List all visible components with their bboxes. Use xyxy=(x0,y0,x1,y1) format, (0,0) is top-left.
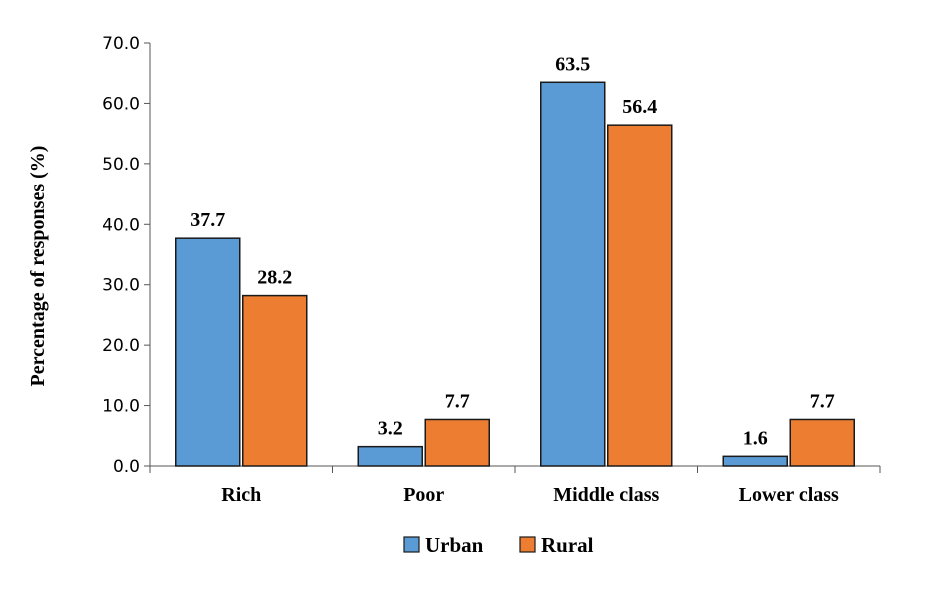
category-label: Rich xyxy=(221,484,261,506)
data-label: 28.2 xyxy=(257,267,292,289)
data-label: 63.5 xyxy=(555,53,590,75)
bar-urban xyxy=(175,237,241,467)
data-label: 7.7 xyxy=(810,390,835,412)
bar-urban xyxy=(540,81,606,467)
bar-rural xyxy=(424,418,490,467)
y-tick-label: 10.0 xyxy=(102,397,140,417)
y-tick-label: 30.0 xyxy=(102,276,140,296)
bar-rural xyxy=(789,418,855,467)
category-label: Middle class xyxy=(553,484,659,506)
y-tick-label: 50.0 xyxy=(102,155,140,175)
data-label: 56.4 xyxy=(622,96,657,118)
bar-rural xyxy=(242,294,308,467)
y-tick-label: 0.0 xyxy=(113,457,140,477)
legend: Urban Rural xyxy=(403,533,594,557)
y-tick-label: 20.0 xyxy=(102,336,140,356)
data-label: 7.7 xyxy=(445,390,470,412)
legend-swatch-urban xyxy=(403,536,420,553)
data-label: 1.6 xyxy=(743,427,768,449)
category-label: Poor xyxy=(403,484,444,506)
legend-label: Rural xyxy=(541,533,594,557)
legend-label: Urban xyxy=(425,533,484,557)
data-label: 37.7 xyxy=(190,209,225,231)
bar-urban xyxy=(722,455,788,467)
bar-urban xyxy=(357,445,423,467)
y-tick-label: 60.0 xyxy=(102,94,140,114)
y-axis-title: Percentage of responses (%) xyxy=(27,146,49,387)
plot-area: 0.0 10.0 20.0 30.0 40.0 50.0 60.0 70.0 37.7 28.2 R… xyxy=(102,34,881,506)
category-label: Lower class xyxy=(739,484,839,506)
y-tick-label: 70.0 xyxy=(102,34,140,54)
bar-rural xyxy=(607,124,673,467)
data-label: 3.2 xyxy=(378,418,403,440)
legend-swatch-rural xyxy=(519,536,536,553)
y-tick-label: 40.0 xyxy=(102,215,140,235)
